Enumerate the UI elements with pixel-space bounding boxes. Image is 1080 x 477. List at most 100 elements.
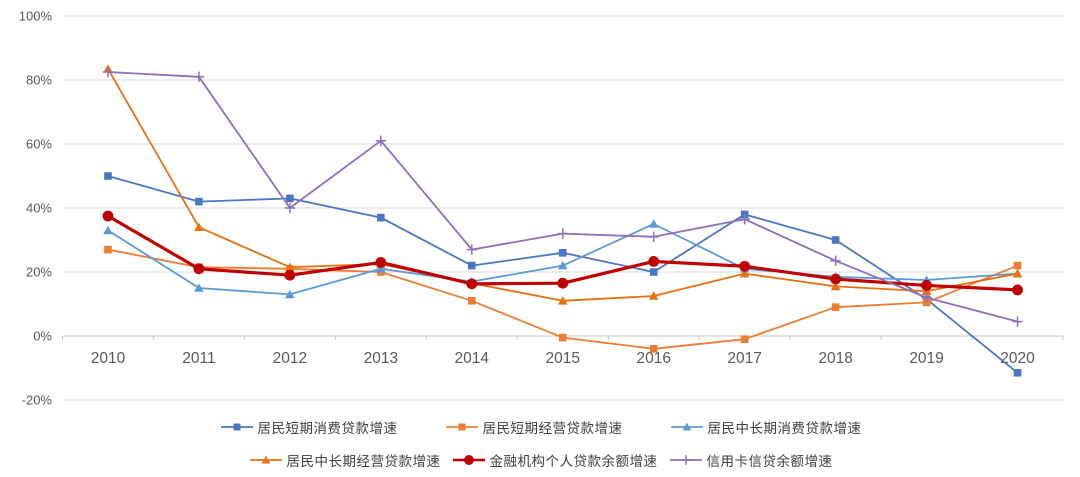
x-tick-label: 2019 bbox=[909, 350, 943, 367]
triangle-marker-icon bbox=[285, 262, 295, 271]
legend-marker bbox=[445, 423, 478, 430]
triangle-marker-icon bbox=[1012, 269, 1023, 278]
y-tick-label: 20% bbox=[26, 265, 52, 280]
x-tick-label: 2015 bbox=[546, 350, 580, 367]
circle-marker-icon bbox=[284, 269, 296, 281]
legend-label: 信用卡信贷余额增速 bbox=[706, 453, 833, 469]
circle-marker-icon bbox=[648, 256, 660, 267]
y-axis-labels: 100% 80% 60% 40% 20% 0% -20% bbox=[19, 9, 53, 408]
plus-marker-icon bbox=[284, 202, 296, 214]
series-1 bbox=[104, 172, 1022, 377]
circle-marker-icon bbox=[1012, 284, 1023, 296]
y-tick-label: -20% bbox=[22, 393, 53, 408]
series-line bbox=[107, 175, 1019, 374]
triangle-marker-icon bbox=[739, 269, 750, 278]
legend-label: 居民中长期消费贷款增速 bbox=[707, 420, 862, 436]
legend-marker bbox=[669, 454, 702, 465]
plus-marker-icon bbox=[375, 135, 387, 146]
gridlines bbox=[62, 15, 1063, 401]
triangle-marker-icon bbox=[376, 264, 386, 273]
x-tick-label: 2018 bbox=[818, 350, 852, 367]
triangle-marker-icon bbox=[648, 291, 659, 300]
plus-marker-icon bbox=[830, 255, 841, 266]
square-marker-icon bbox=[1013, 369, 1022, 377]
square-marker-icon bbox=[831, 236, 840, 244]
plus-marker-icon bbox=[557, 228, 568, 239]
triangle-marker-icon bbox=[830, 281, 841, 291]
square-marker-icon bbox=[104, 172, 112, 180]
chart-legend: 居民短期消费贷款增速 居民短期经营贷款增速 居民中长期消费贷款增速 居民中长期经营贷… bbox=[0, 410, 1080, 476]
square-marker-icon bbox=[740, 335, 749, 343]
square-marker-icon bbox=[104, 245, 112, 254]
triangle-marker-icon bbox=[261, 455, 270, 463]
circle-marker-icon bbox=[557, 277, 569, 289]
circle-marker-icon bbox=[102, 210, 114, 222]
legend-marker bbox=[452, 454, 485, 465]
triangle-marker-icon bbox=[103, 225, 113, 235]
legend-item: 金融机构个人贷款余额增速 bbox=[451, 450, 658, 470]
plus-marker-icon bbox=[680, 454, 691, 465]
legend-marker bbox=[670, 422, 703, 430]
triangle-marker-icon bbox=[682, 422, 691, 430]
circle-marker-icon bbox=[830, 273, 842, 285]
x-tick-label: 2017 bbox=[727, 350, 761, 367]
plus-marker-icon bbox=[921, 292, 932, 303]
triangle-marker-icon bbox=[194, 283, 204, 292]
series-6 bbox=[102, 66, 1023, 327]
y-tick-label: 40% bbox=[26, 201, 52, 216]
triangle-marker-icon bbox=[557, 261, 568, 270]
legend-label: 居民中长期经营贷款增速 bbox=[286, 453, 441, 469]
plus-marker-icon bbox=[193, 71, 205, 82]
square-marker-icon bbox=[467, 261, 476, 270]
square-marker-icon bbox=[286, 194, 294, 203]
circle-marker-icon bbox=[375, 257, 387, 268]
legend-marker bbox=[249, 455, 282, 463]
y-tick-label: 80% bbox=[26, 73, 52, 88]
square-marker-icon bbox=[458, 423, 465, 430]
square-marker-icon bbox=[649, 268, 658, 276]
series-5 bbox=[102, 210, 1023, 296]
plot-area: 100%80%60%40%20%0%-20%2010 2011 2012 2013 20… bbox=[19, 9, 1064, 408]
circle-marker-icon bbox=[921, 280, 932, 291]
legend-row-1: 居民短期消费贷款增速 居民短期经营贷款增速 居民中长期消费贷款增速 bbox=[0, 410, 1080, 443]
x-axis-ticks bbox=[62, 336, 1064, 340]
x-tick-label: 2013 bbox=[364, 350, 398, 367]
x-tick-label: 2011 bbox=[182, 350, 215, 367]
square-marker-icon bbox=[233, 423, 240, 430]
x-tick-label: 2016 bbox=[636, 350, 670, 367]
y-tick-label: 0% bbox=[33, 329, 52, 344]
legend-row-2: 居民中长期经营贷款增速 金融机构个人贷款余额增速 信用卡信贷余额增速 bbox=[0, 443, 1080, 476]
triangle-marker-icon bbox=[194, 222, 204, 231]
square-marker-icon bbox=[649, 345, 658, 353]
square-marker-icon bbox=[195, 197, 203, 206]
x-axis-labels: 2010 2011 2012 2013 2014 2015 2016 2017 2018 2019… bbox=[91, 350, 1035, 367]
circle-marker-icon bbox=[463, 454, 474, 465]
square-marker-icon bbox=[377, 213, 385, 222]
x-tick-label: 2014 bbox=[455, 350, 490, 367]
triangle-marker-icon bbox=[285, 289, 295, 299]
series-4 bbox=[103, 64, 1023, 305]
y-tick-label: 100% bbox=[19, 9, 53, 24]
square-marker-icon bbox=[558, 333, 567, 342]
plus-marker-icon bbox=[739, 214, 750, 225]
circle-marker-icon bbox=[466, 278, 478, 290]
square-marker-icon bbox=[467, 297, 476, 305]
legend-item: 居民中长期经营贷款增速 bbox=[248, 450, 441, 470]
legend-label: 居民短期经营贷款增速 bbox=[482, 420, 623, 436]
plus-marker-icon bbox=[648, 231, 659, 242]
legend-label: 金融机构个人贷款余额增速 bbox=[489, 453, 658, 469]
legend-item: 居民中长期消费贷款增速 bbox=[669, 417, 862, 437]
circle-marker-icon bbox=[193, 263, 205, 275]
legend-item: 信用卡信贷余额增速 bbox=[668, 450, 833, 470]
x-tick-label: 2020 bbox=[1000, 350, 1035, 367]
legend-marker bbox=[220, 423, 253, 430]
triangle-marker-icon bbox=[648, 219, 659, 228]
triangle-marker-icon bbox=[557, 296, 568, 305]
square-marker-icon bbox=[831, 303, 840, 311]
plus-marker-icon bbox=[466, 244, 477, 255]
y-tick-label: 60% bbox=[26, 137, 52, 152]
legend-label: 居民短期消费贷款增速 bbox=[257, 420, 398, 436]
legend-item: 居民短期消费贷款增速 bbox=[219, 417, 398, 437]
square-marker-icon bbox=[558, 249, 567, 257]
